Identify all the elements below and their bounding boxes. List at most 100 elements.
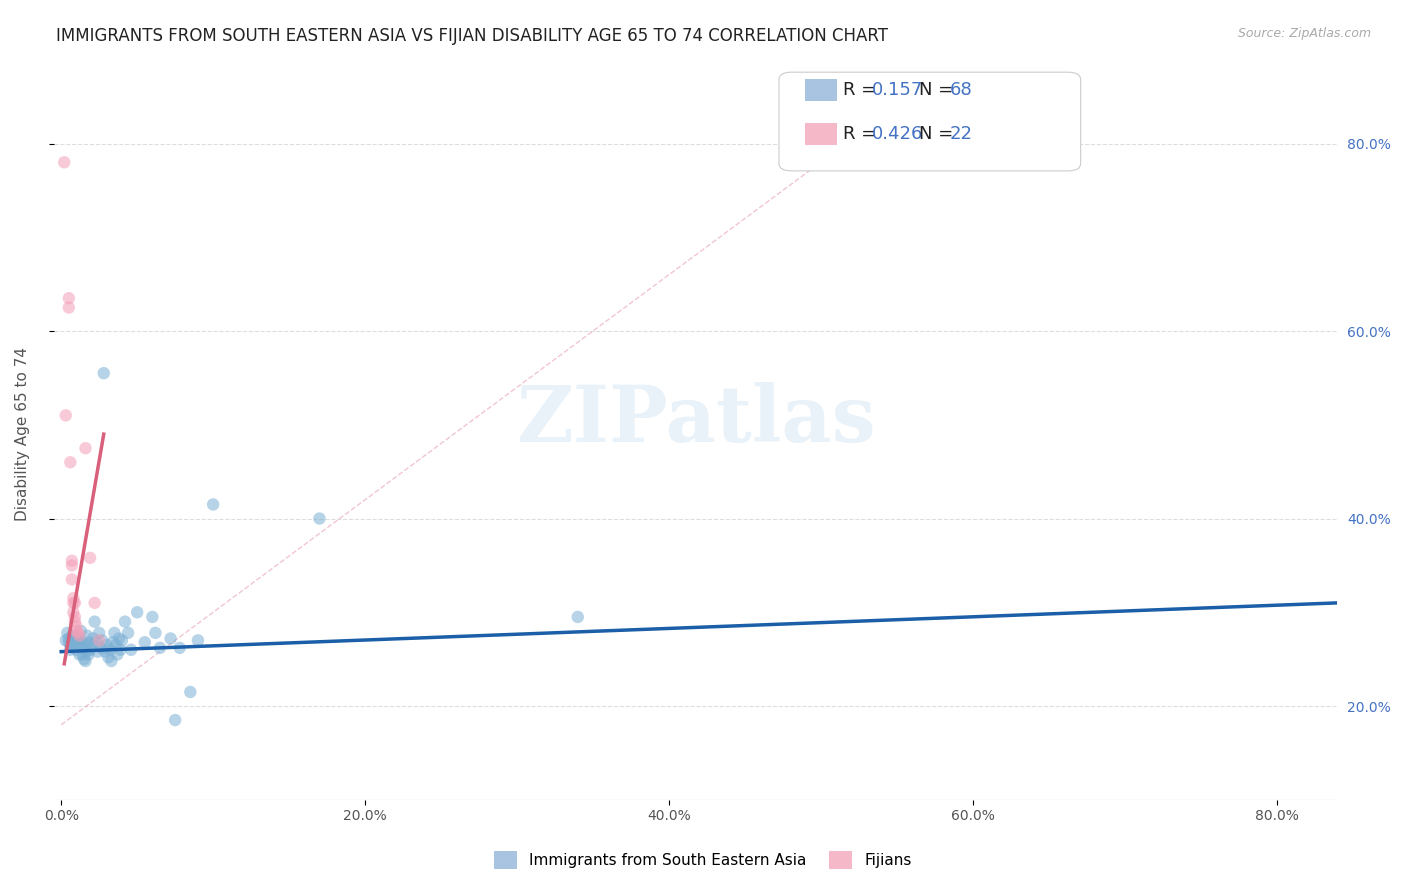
Text: N =: N =: [920, 126, 959, 144]
Point: [120, 642, 142, 657]
Point: [96, 638, 118, 652]
Point: [70, 624, 93, 638]
Point: [308, 511, 330, 525]
Point: [55, 409, 77, 423]
Point: [80, 638, 103, 652]
Point: [117, 626, 139, 640]
Point: [76, 629, 98, 643]
Text: IMMIGRANTS FROM SOUTH EASTERN ASIA VS FIJIAN DISABILITY AGE 65 TO 74 CORRELATION: IMMIGRANTS FROM SOUTH EASTERN ASIA VS FI…: [56, 27, 889, 45]
Point: [141, 610, 163, 624]
Y-axis label: Disability Age 65 to 74: Disability Age 65 to 74: [15, 347, 30, 521]
Point: [91, 633, 114, 648]
Text: 68: 68: [949, 81, 973, 99]
Point: [58, 632, 80, 646]
Point: [67, 648, 90, 662]
Point: [83, 596, 105, 610]
Point: [60, 558, 83, 573]
Point: [145, 626, 167, 640]
Point: [101, 635, 124, 649]
Point: [75, 654, 97, 668]
Legend: Immigrants from South Eastern Asia, Fijians: Immigrants from South Eastern Asia, Fiji…: [488, 845, 918, 875]
Point: [179, 685, 201, 699]
Point: [134, 635, 156, 649]
Point: [90, 640, 112, 655]
Point: [59, 455, 82, 469]
Point: [60, 554, 83, 568]
Point: [53, 155, 76, 169]
FancyBboxPatch shape: [779, 72, 1081, 171]
Text: N =: N =: [920, 81, 959, 99]
Point: [62, 596, 84, 610]
Point: [56, 626, 79, 640]
Point: [67, 635, 90, 649]
Point: [66, 638, 89, 652]
Point: [100, 654, 122, 668]
Text: 0.157: 0.157: [872, 81, 922, 99]
Point: [65, 642, 87, 657]
Point: [60, 635, 83, 649]
Point: [76, 645, 98, 659]
Point: [94, 645, 117, 659]
Point: [62, 605, 84, 619]
Point: [127, 605, 149, 619]
Point: [60, 629, 83, 643]
Point: [111, 633, 134, 648]
Point: [93, 366, 115, 380]
Point: [63, 596, 86, 610]
Point: [86, 645, 108, 659]
Point: [58, 291, 80, 305]
Bar: [804, 123, 837, 145]
Point: [98, 642, 121, 657]
Text: 0.426: 0.426: [872, 126, 922, 144]
Point: [187, 633, 209, 648]
Point: [75, 640, 97, 655]
Point: [84, 635, 107, 649]
Point: [73, 638, 96, 652]
Text: 22: 22: [949, 126, 973, 144]
Point: [67, 629, 90, 643]
Point: [567, 610, 589, 624]
Point: [159, 632, 181, 646]
Bar: [804, 79, 837, 102]
Point: [59, 638, 82, 652]
Point: [89, 626, 111, 640]
Point: [60, 573, 83, 587]
Point: [62, 591, 84, 606]
Point: [63, 640, 86, 654]
Point: [65, 624, 87, 638]
Text: R =: R =: [844, 126, 882, 144]
Point: [97, 650, 120, 665]
Point: [103, 626, 125, 640]
Point: [63, 610, 86, 624]
Point: [72, 635, 94, 649]
Point: [65, 629, 87, 643]
Point: [77, 635, 100, 649]
Point: [77, 648, 100, 662]
Point: [65, 619, 87, 633]
Point: [59, 642, 82, 657]
Point: [70, 640, 93, 655]
Point: [89, 633, 111, 648]
Point: [108, 632, 131, 646]
Point: [83, 615, 105, 629]
Point: [73, 652, 96, 666]
Point: [169, 640, 191, 655]
Point: [82, 632, 104, 646]
Point: [58, 635, 80, 649]
Point: [55, 633, 77, 648]
Point: [202, 498, 225, 512]
Point: [114, 615, 136, 629]
Point: [63, 615, 86, 629]
Point: [165, 713, 187, 727]
Point: [63, 635, 86, 649]
Point: [79, 642, 101, 657]
Point: [110, 642, 132, 657]
Point: [58, 301, 80, 315]
Text: Source: ZipAtlas.com: Source: ZipAtlas.com: [1237, 27, 1371, 40]
Point: [62, 633, 84, 648]
Point: [107, 648, 129, 662]
Text: R =: R =: [844, 81, 882, 99]
Point: [104, 638, 127, 652]
Point: [66, 626, 89, 640]
Point: [149, 640, 172, 655]
